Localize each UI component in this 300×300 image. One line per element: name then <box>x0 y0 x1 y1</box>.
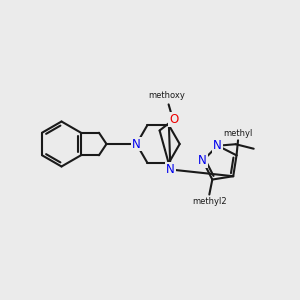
Text: N: N <box>198 154 207 167</box>
Text: methyl2: methyl2 <box>192 196 226 206</box>
Text: N: N <box>132 137 141 151</box>
Text: N: N <box>166 163 175 176</box>
Text: O: O <box>169 113 178 126</box>
Text: methoxy: methoxy <box>148 92 184 100</box>
Text: methyl: methyl <box>224 129 253 138</box>
Text: N: N <box>213 139 222 152</box>
